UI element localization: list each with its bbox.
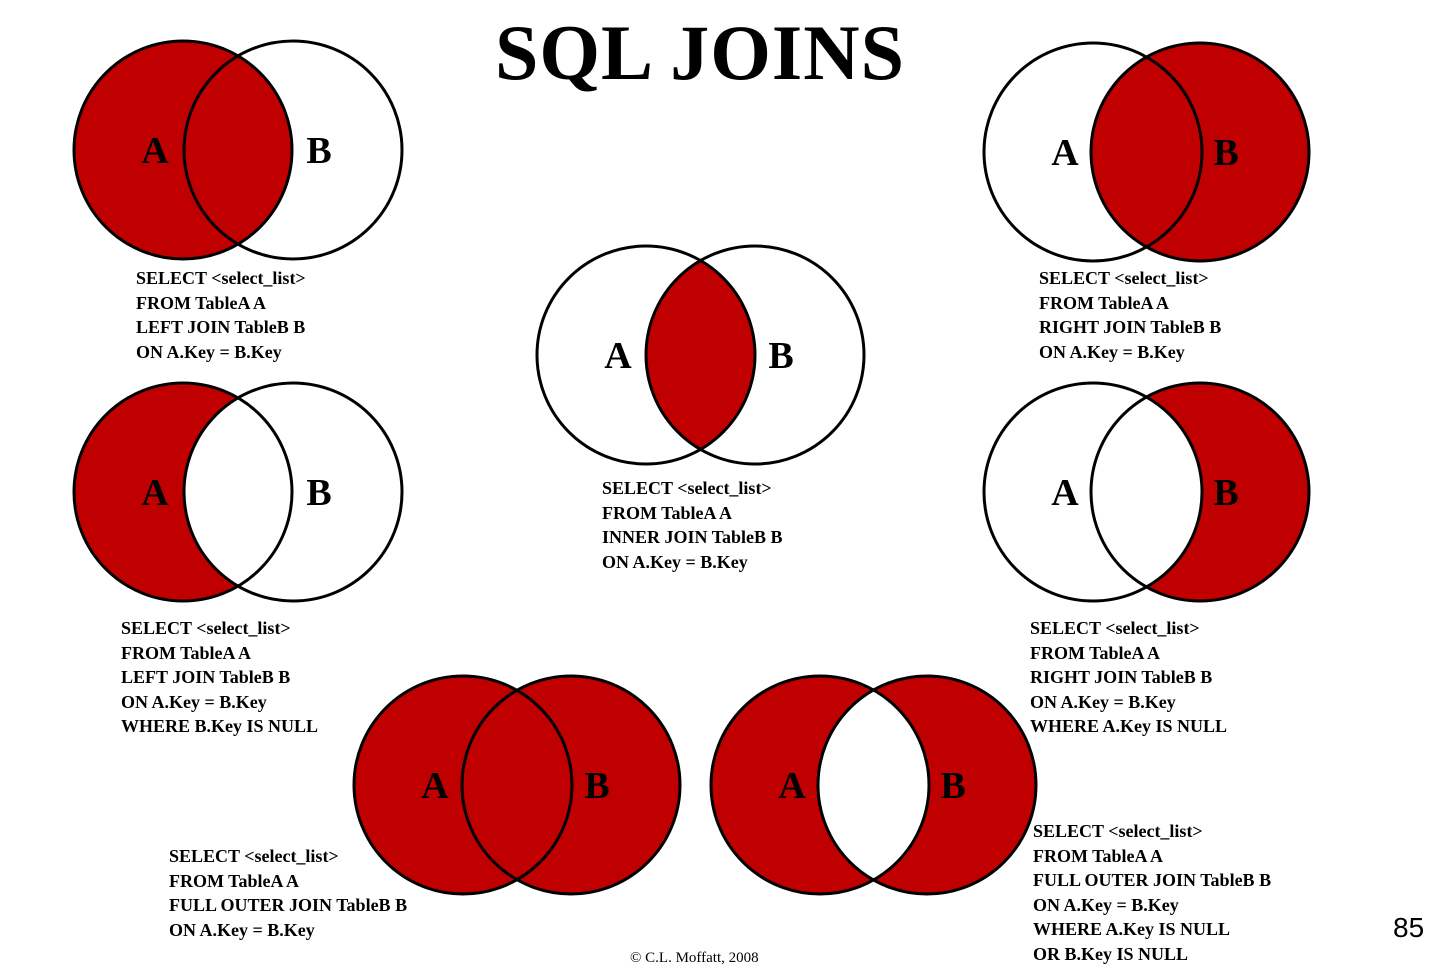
left-join-query: SELECT <select_list> FROM TableA A LEFT JO…: [136, 266, 306, 364]
query-line: ON A.Key = B.Key: [121, 691, 267, 712]
circle-a: [982, 381, 1204, 603]
set-label-b: B: [306, 472, 331, 514]
query-line: FROM TableA A: [136, 292, 267, 313]
circle-b: [816, 674, 1038, 896]
circle-a: [535, 244, 757, 466]
slide-number: 85: [1393, 912, 1425, 943]
query-line: FROM TableA A: [602, 502, 733, 523]
query-line: SELECT <select_list>: [136, 268, 306, 288]
right-join-exclusive-query: SELECT <select_list> FROM TableA A RIGHT J…: [1030, 616, 1227, 739]
query-line: SELECT <select_list>: [602, 478, 772, 498]
query-line: RIGHT JOIN TableB B: [1030, 667, 1213, 687]
set-label-a: A: [141, 130, 169, 172]
inner-join-query: SELECT <select_list> FROM TableA A INNER J…: [602, 476, 783, 574]
query-line: FULL OUTER JOIN TableB B: [169, 895, 408, 915]
query-line: SELECT <select_list>: [121, 618, 291, 638]
set-label-b: B: [306, 130, 331, 172]
circle-b: [1089, 41, 1311, 263]
query-line: FROM TableA A: [1030, 642, 1161, 663]
circle-a: [352, 674, 574, 896]
query-line: ON A.Key = B.Key: [169, 919, 315, 940]
query-line: SELECT <select_list>: [1030, 618, 1200, 638]
circle-a: [72, 39, 294, 261]
query-line: INNER JOIN TableB B: [602, 527, 783, 547]
set-label-b: B: [768, 335, 793, 377]
query-line: WHERE A.Key IS NULL: [1033, 919, 1231, 939]
query-line: WHERE A.Key IS NULL: [1030, 716, 1228, 736]
left-join-exclusive-query: SELECT <select_list> FROM TableA A LEFT JO…: [121, 616, 318, 739]
circle-b: [182, 381, 404, 603]
query-line: ON A.Key = B.Key: [1030, 691, 1176, 712]
circle-a: [982, 41, 1204, 263]
set-label-a: A: [141, 472, 169, 514]
copyright-notice: © C.L. Moffatt, 2008: [630, 950, 759, 966]
circle-a: [709, 674, 931, 896]
full-outer-join-query: SELECT <select_list> FROM TableA A FULL OU…: [169, 844, 407, 942]
query-line: WHERE B.Key IS NULL: [121, 716, 319, 736]
query-line: LEFT JOIN TableB B: [121, 667, 291, 687]
query-line: SELECT <select_list>: [1033, 821, 1203, 841]
set-label-a: A: [604, 335, 632, 377]
query-line: ON A.Key = B.Key: [1039, 341, 1185, 362]
query-line: FULL OUTER JOIN TableB B: [1033, 870, 1272, 890]
circle-b: [644, 244, 866, 466]
page-title: SQL JOINS: [494, 9, 905, 96]
query-line: SELECT <select_list>: [169, 846, 339, 866]
query-line: OR B.Key IS NULL: [1033, 943, 1189, 964]
query-line: FROM TableA A: [169, 870, 300, 891]
set-label-b: B: [940, 765, 965, 807]
query-line: FROM TableA A: [1039, 292, 1170, 313]
set-label-a: A: [1051, 472, 1079, 514]
set-label-b: B: [1213, 132, 1238, 174]
query-line: LEFT JOIN TableB B: [136, 317, 306, 337]
query-line: RIGHT JOIN TableB B: [1039, 317, 1222, 337]
query-line: FROM TableA A: [121, 642, 252, 663]
full-outer-join-exclusive-query: SELECT <select_list> FROM TableA A FULL OU…: [1033, 819, 1271, 966]
set-label-a: A: [1051, 132, 1079, 174]
query-line: ON A.Key = B.Key: [1033, 894, 1179, 915]
set-label-a: A: [778, 765, 806, 807]
set-label-b: B: [584, 765, 609, 807]
circle-a: [72, 381, 294, 603]
query-line: ON A.Key = B.Key: [136, 341, 282, 362]
circle-b: [460, 674, 682, 896]
right-join-query: SELECT <select_list> FROM TableA A RIGHT J…: [1039, 266, 1221, 364]
circle-b: [1089, 381, 1311, 603]
circle-b: [182, 39, 404, 261]
set-label-b: B: [1213, 472, 1238, 514]
query-line: FROM TableA A: [1033, 845, 1164, 866]
query-line: ON A.Key = B.Key: [602, 551, 748, 572]
query-line: SELECT <select_list>: [1039, 268, 1209, 288]
set-label-a: A: [421, 765, 449, 807]
